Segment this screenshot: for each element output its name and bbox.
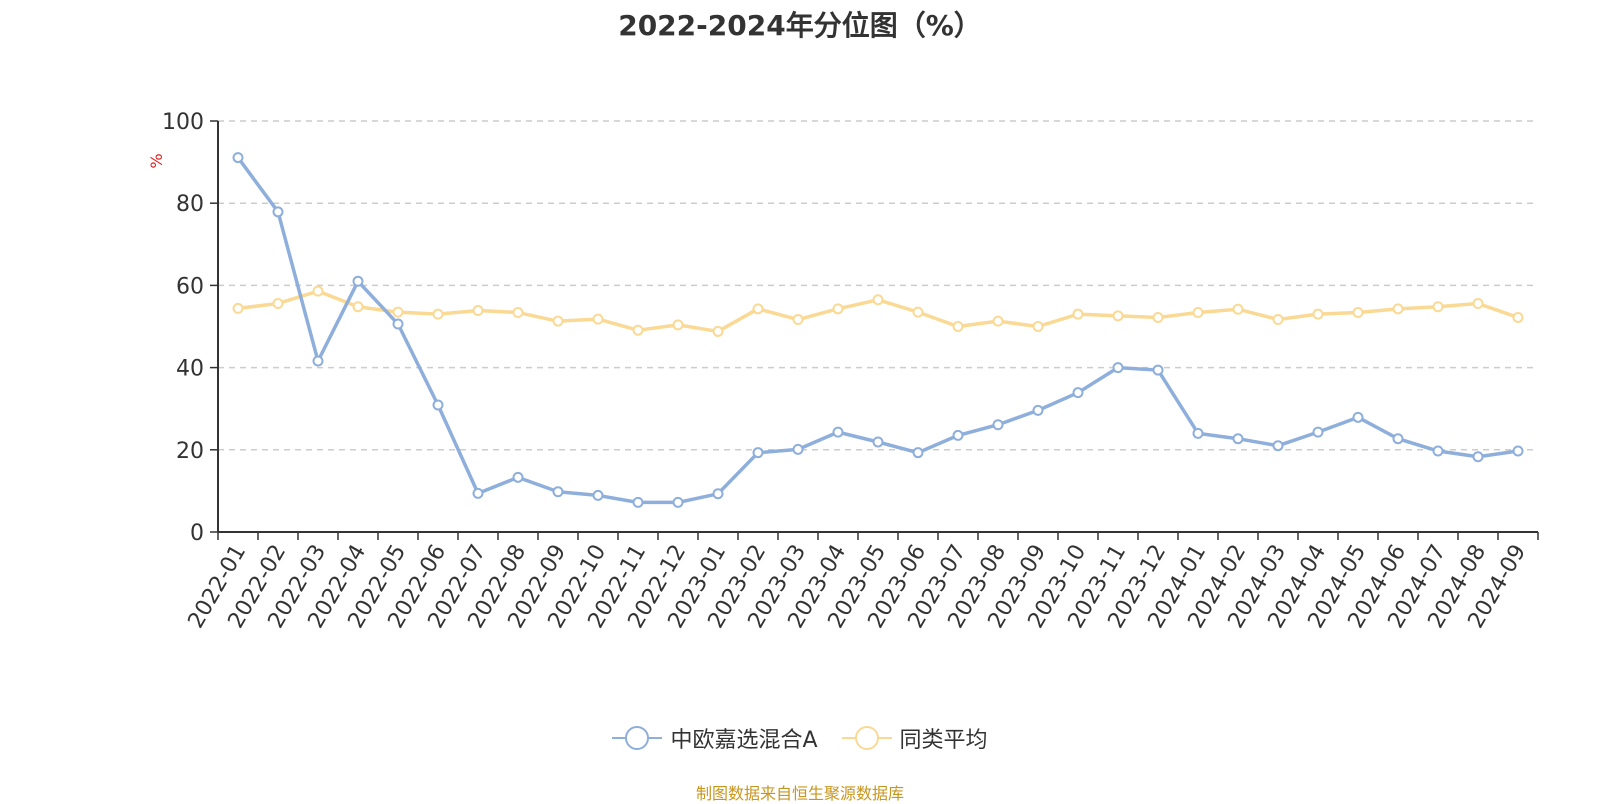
data-point: [312, 285, 324, 297]
data-point: [392, 318, 404, 330]
data-point: [1352, 411, 1364, 423]
data-point: [712, 488, 724, 500]
data-point: [872, 294, 884, 306]
data-point: [1272, 440, 1284, 452]
data-point: [912, 306, 924, 318]
data-point: [312, 355, 324, 367]
data-point: [1032, 404, 1044, 416]
chart-title: 2022-2024年分位图（%）: [618, 9, 982, 42]
y-tick-label: 80: [176, 192, 204, 217]
y-tick-label: 60: [176, 274, 204, 299]
data-point: [1192, 307, 1204, 319]
data-point: [872, 436, 884, 448]
data-point: [792, 314, 804, 326]
data-point: [1312, 308, 1324, 320]
data-point: [1432, 445, 1444, 457]
data-point: [632, 324, 644, 336]
series-line: [236, 155, 1520, 505]
data-point: [1232, 433, 1244, 445]
data-point: [1472, 297, 1484, 309]
data-point: [1232, 303, 1244, 315]
data-point: [1072, 308, 1084, 320]
data-point: [472, 487, 484, 499]
data-point: [672, 496, 684, 508]
data-point: [232, 152, 244, 164]
data-point: [552, 315, 564, 327]
data-point: [832, 303, 844, 315]
data-point: [592, 313, 604, 325]
series-layer: [232, 152, 1524, 508]
data-point: [432, 399, 444, 411]
data-point: [992, 419, 1004, 431]
data-point: [512, 471, 524, 483]
legend-item[interactable]: 同类平均: [841, 722, 988, 754]
data-point: [752, 303, 764, 315]
data-point: [1512, 445, 1524, 457]
data-point: [512, 307, 524, 319]
data-point: [552, 486, 564, 498]
legend-marker-icon: [612, 726, 663, 750]
data-point: [1272, 314, 1284, 326]
data-point: [952, 321, 964, 332]
y-tick-label: 100: [162, 110, 204, 135]
legend-item[interactable]: 中欧嘉选混合A: [612, 722, 818, 754]
data-point: [1392, 303, 1404, 315]
data-point: [1192, 427, 1204, 439]
data-point: [792, 443, 804, 455]
grid-lines: [218, 120, 1538, 451]
data-point: [1112, 310, 1124, 322]
data-point: [352, 275, 364, 287]
data-point: [392, 306, 404, 318]
data-point: [432, 308, 444, 320]
axes: 020406080100%2022-012022-022022-032022-0…: [147, 110, 1539, 633]
data-point: [1352, 307, 1364, 319]
y-tick-label: 40: [176, 357, 204, 382]
data-point: [1432, 301, 1444, 313]
data-point: [272, 206, 284, 218]
data-point: [1152, 364, 1164, 376]
data-point: [1112, 362, 1124, 374]
data-point: [1152, 311, 1164, 323]
legend-label: 中欧嘉选混合A: [670, 728, 818, 753]
y-tick-label: 0: [190, 521, 204, 546]
y-axis-label: %: [147, 153, 166, 168]
source-note: 制图数据来自恒生聚源数据库: [695, 784, 904, 803]
data-point: [272, 297, 284, 309]
data-point: [712, 325, 724, 337]
data-point: [992, 315, 1004, 327]
data-point: [1392, 433, 1404, 445]
data-point: [632, 496, 644, 508]
data-point: [952, 429, 964, 441]
data-point: [1032, 321, 1044, 332]
data-point: [832, 426, 844, 438]
data-point: [672, 319, 684, 331]
data-point: [1312, 426, 1324, 438]
data-point: [912, 447, 924, 459]
data-point: [752, 447, 764, 459]
data-point: [1472, 451, 1484, 463]
data-point: [1072, 387, 1084, 399]
legend: 中欧嘉选混合A 同类平均: [0, 722, 1600, 754]
legend-marker-icon: [841, 726, 892, 750]
data-point: [232, 302, 244, 314]
legend-label: 同类平均: [899, 728, 988, 753]
data-point: [352, 301, 364, 313]
data-point: [1512, 311, 1524, 323]
data-point: [472, 304, 484, 316]
chart-plot: 020406080100%2022-012022-022022-032022-0…: [147, 110, 1539, 633]
y-tick-label: 20: [176, 439, 204, 464]
data-point: [592, 489, 604, 501]
